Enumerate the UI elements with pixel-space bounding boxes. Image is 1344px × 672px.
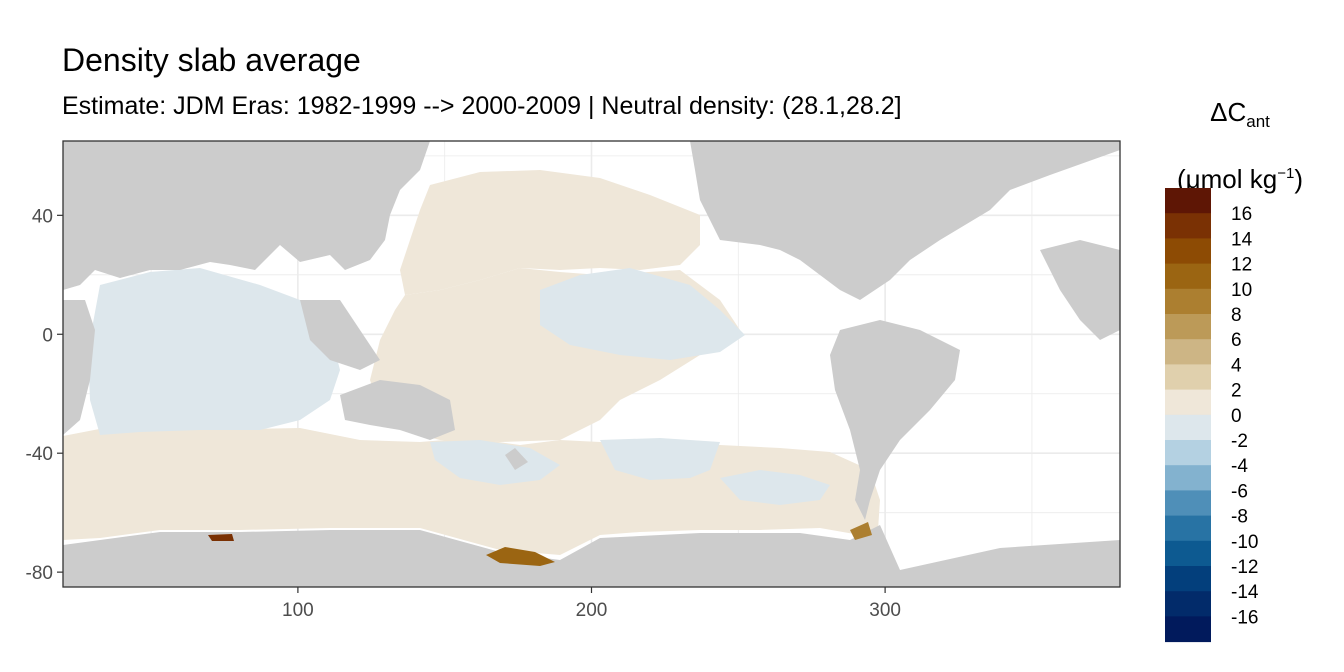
y-tick-label: 40: [32, 206, 53, 227]
legend-tick-label: -2: [1231, 431, 1248, 452]
land: [63, 141, 1120, 587]
region-north-pacific: [400, 170, 700, 295]
legend-color-step: [1165, 591, 1211, 617]
land-se-asia: [300, 300, 380, 370]
land-europe-africa-east: [1040, 240, 1120, 340]
legend-color-step: [1165, 339, 1211, 365]
legend-tick-label: 12: [1231, 255, 1252, 276]
legend-tick-label: 14: [1231, 229, 1253, 250]
legend-color-step: [1165, 465, 1211, 491]
region-tropical-pacific: [540, 268, 745, 360]
land-north-america: [690, 141, 1120, 300]
legend-color-step: [1165, 566, 1211, 592]
land-antarctica: [63, 525, 1120, 587]
x-tick-label: 100: [282, 600, 314, 621]
land-south-america: [830, 320, 960, 520]
chart-title: Density slab average: [62, 42, 361, 78]
x-tick-label: 200: [576, 600, 608, 621]
legend-tick-label: 0: [1231, 406, 1242, 427]
region-south-indian-patch: [430, 440, 560, 485]
legend-color-step: [1165, 515, 1211, 542]
y-tick-label: -40: [26, 444, 53, 465]
legend-color-step: [1165, 389, 1211, 416]
region-weddell-margin: [850, 522, 872, 540]
legend-colorbar: 16 14 12 10 8 6 4 2 0 -2 -4 -6 -8 -10 -12 -14 -16: [1165, 188, 1259, 643]
legend-color-step: [1165, 616, 1211, 643]
region-indian-ocean: [88, 268, 340, 435]
legend-variable: ΔCant: [1210, 97, 1270, 131]
legend-color-step: [1165, 263, 1211, 290]
legend-unit: (μmol kg−1): [1177, 164, 1303, 194]
legend-color-step: [1165, 314, 1211, 340]
legend-tick-label: 16: [1231, 204, 1252, 225]
legend-color-step: [1165, 414, 1211, 441]
legend-color-step: [1165, 238, 1211, 265]
land-australia: [340, 380, 455, 440]
legend-tick-label: 10: [1231, 280, 1252, 301]
region-prydz-bay: [208, 534, 234, 541]
legend-tick-label: 4: [1231, 355, 1242, 376]
land-africa: [63, 300, 95, 435]
legend-tick-label: -8: [1231, 507, 1248, 528]
chart-subtitle: Estimate: JDM Eras: 1982-1999 --> 2000-2…: [62, 92, 902, 120]
legend-color-step: [1165, 440, 1211, 466]
legend-tick-label: 6: [1231, 330, 1242, 351]
legend-tick-label: -12: [1231, 557, 1258, 578]
legend-color-step: [1165, 540, 1211, 567]
legend-title: ΔCant (μmol kg−1): [1160, 86, 1320, 205]
legend-tick-label: -16: [1231, 607, 1258, 628]
legend-color-step: [1165, 288, 1211, 315]
y-tick-label: 0: [42, 325, 53, 346]
land-greenland: [880, 141, 980, 200]
land-new-zealand: [505, 448, 528, 470]
legend-tick-label: -4: [1231, 456, 1248, 477]
legend-tick-label: -10: [1231, 532, 1258, 553]
legend-color-step: [1165, 213, 1211, 239]
legend-tick-label: -6: [1231, 481, 1248, 502]
region-south-pacific-patch: [600, 438, 720, 480]
map-layer: [63, 141, 1120, 587]
region-southeast-pacific-patch: [720, 470, 830, 505]
region-ross-sea: [486, 547, 555, 566]
legend-color-step: [1165, 188, 1211, 214]
land-eurasia: [63, 141, 430, 290]
legend-color-step: [1165, 364, 1211, 391]
legend-color-step: [1165, 490, 1211, 517]
x-tick-label: 300: [869, 600, 901, 621]
legend-tick-label: 2: [1231, 381, 1242, 402]
y-tick-label: -80: [26, 563, 53, 584]
legend-tick-label: 8: [1231, 305, 1242, 326]
legend-tick-label: -14: [1231, 582, 1259, 603]
